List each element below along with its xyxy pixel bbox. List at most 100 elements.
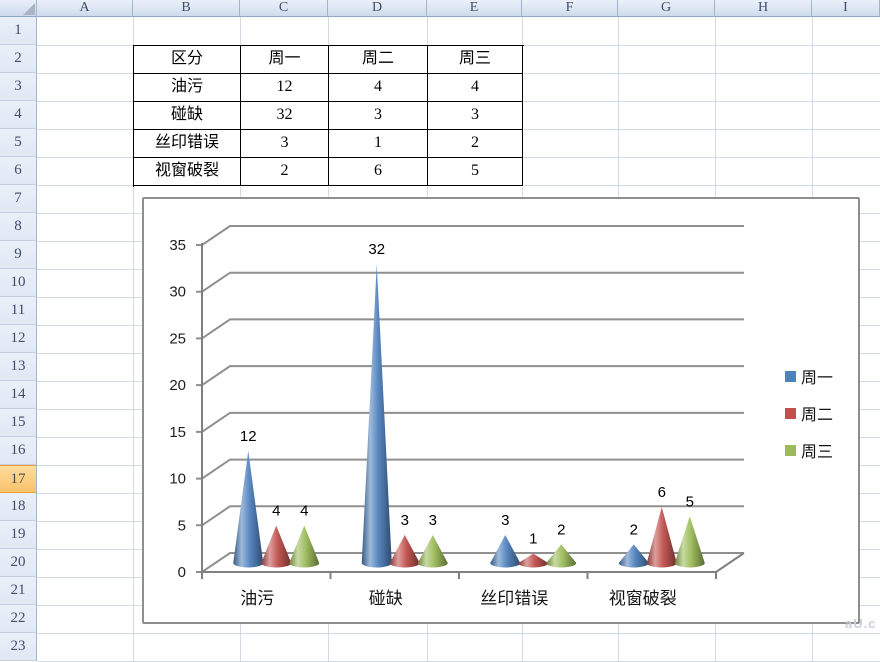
row-header-11[interactable]: 11 bbox=[0, 297, 37, 325]
gridline-y-5 bbox=[196, 505, 744, 527]
cone-s1-c1[interactable] bbox=[389, 534, 420, 568]
sheet-gridline bbox=[133, 17, 134, 662]
gridline-y-10 bbox=[196, 458, 744, 480]
cell-D3[interactable]: 4 bbox=[329, 74, 428, 102]
y-axis-label-25: 25 bbox=[169, 330, 186, 347]
x-axis-label-0: 油污 bbox=[240, 589, 274, 608]
column-header-D[interactable]: D bbox=[328, 0, 427, 17]
cell-E4[interactable]: 3 bbox=[428, 102, 523, 130]
cell-B6[interactable]: 视窗破裂 bbox=[134, 158, 241, 186]
cell-C4[interactable]: 32 bbox=[241, 102, 329, 130]
cell-C2[interactable]: 周一 bbox=[241, 46, 329, 74]
chart[interactable]: 0 5 10 15 20 25 30 35 12 4 4 油污 32 3 3 碰缺 3 1 2 丝印错误 2 6 5 视窗破裂… bbox=[142, 197, 860, 624]
cone-s1-c3[interactable] bbox=[646, 506, 677, 568]
cell-C3[interactable]: 12 bbox=[241, 74, 329, 102]
y-axis-label-10: 10 bbox=[169, 471, 186, 488]
row-header-2[interactable]: 2 bbox=[0, 45, 37, 73]
column-header-A[interactable]: A bbox=[37, 0, 133, 17]
cell-D2[interactable]: 周二 bbox=[329, 46, 428, 74]
legend-item-周三[interactable]: 周三 bbox=[785, 438, 833, 462]
row-header-17[interactable]: 17 bbox=[0, 465, 37, 493]
cone-s0-c2[interactable] bbox=[490, 534, 521, 568]
row-header-1[interactable]: 1 bbox=[0, 17, 37, 45]
cell-D4[interactable]: 3 bbox=[329, 102, 428, 130]
y-axis-label-30: 30 bbox=[169, 284, 186, 301]
cell-B4[interactable]: 碰缺 bbox=[134, 102, 241, 130]
cell-E3[interactable]: 4 bbox=[428, 74, 523, 102]
column-header-G[interactable]: G bbox=[618, 0, 715, 17]
data-label-s2-c1: 3 bbox=[429, 512, 437, 529]
row-header-8[interactable]: 8 bbox=[0, 213, 37, 241]
row-header-12[interactable]: 12 bbox=[0, 325, 37, 353]
row-header-7[interactable]: 7 bbox=[0, 185, 37, 213]
cell-C5[interactable]: 3 bbox=[241, 130, 329, 158]
row-header-10[interactable]: 10 bbox=[0, 269, 37, 297]
row-header-14[interactable]: 14 bbox=[0, 381, 37, 409]
column-header-I[interactable]: I bbox=[812, 0, 880, 17]
column-header-C[interactable]: C bbox=[240, 0, 328, 17]
data-label-s0-c1: 32 bbox=[368, 241, 385, 258]
row-header-9[interactable]: 9 bbox=[0, 241, 37, 269]
legend-label: 周三 bbox=[801, 444, 834, 461]
row-header-22[interactable]: 22 bbox=[0, 605, 37, 633]
cell-B3[interactable]: 油污 bbox=[134, 74, 241, 102]
gridline-y-0 bbox=[196, 552, 744, 573]
cell-D5[interactable]: 1 bbox=[329, 130, 428, 158]
row-header-18[interactable]: 18 bbox=[0, 493, 37, 521]
cone-s0-c3[interactable] bbox=[618, 544, 649, 568]
y-axis-label-15: 15 bbox=[169, 424, 186, 441]
row-header-3[interactable]: 3 bbox=[0, 73, 37, 101]
cone-s2-c2[interactable] bbox=[546, 544, 577, 568]
cell-D6[interactable]: 6 bbox=[329, 158, 428, 186]
cell-E2[interactable]: 周三 bbox=[428, 46, 523, 74]
cone-s2-c3[interactable] bbox=[674, 516, 705, 568]
gridline-y-35 bbox=[196, 224, 744, 246]
cell-C6[interactable]: 2 bbox=[241, 158, 329, 186]
cone-s0-c1[interactable] bbox=[361, 264, 392, 568]
cone-s1-c2[interactable] bbox=[518, 553, 549, 568]
row-header-23[interactable]: 23 bbox=[0, 633, 37, 661]
y-axis-label-20: 20 bbox=[169, 377, 186, 394]
row-header-19[interactable]: 19 bbox=[0, 521, 37, 549]
cell-E5[interactable]: 2 bbox=[428, 130, 523, 158]
legend-swatch-icon bbox=[785, 370, 796, 382]
legend-swatch-icon bbox=[785, 444, 796, 456]
select-all-corner[interactable] bbox=[0, 0, 37, 17]
y-axis-label-35: 35 bbox=[169, 237, 186, 254]
x-axis-label-1: 碰缺 bbox=[369, 589, 403, 608]
data-label-s1-c0: 4 bbox=[272, 503, 280, 520]
cell-E6[interactable]: 5 bbox=[428, 158, 523, 186]
legend-label: 周一 bbox=[801, 370, 834, 387]
legend-label: 周二 bbox=[801, 407, 834, 424]
row-header-6[interactable]: 6 bbox=[0, 157, 37, 185]
cone-s0-c0[interactable] bbox=[233, 450, 264, 568]
cell-B5[interactable]: 丝印错误 bbox=[134, 130, 241, 158]
legend-item-周一[interactable]: 周一 bbox=[785, 364, 833, 388]
row-header-21[interactable]: 21 bbox=[0, 577, 37, 605]
gridline-y-30 bbox=[196, 271, 744, 293]
cell-B2[interactable]: 区分 bbox=[134, 46, 241, 74]
legend-swatch-icon bbox=[785, 407, 796, 419]
row-header-13[interactable]: 13 bbox=[0, 353, 37, 381]
row-header-20[interactable]: 20 bbox=[0, 549, 37, 577]
column-header-H[interactable]: H bbox=[715, 0, 812, 17]
row-header-5[interactable]: 5 bbox=[0, 129, 37, 157]
column-header-F[interactable]: F bbox=[522, 0, 618, 17]
row-header-16[interactable]: 16 bbox=[0, 437, 37, 465]
x-axis-label-3: 视窗破裂 bbox=[609, 589, 677, 608]
cone-s2-c1[interactable] bbox=[417, 534, 448, 568]
row-header-15[interactable]: 15 bbox=[0, 409, 37, 437]
column-header-B[interactable]: B bbox=[133, 0, 240, 17]
legend-item-周二[interactable]: 周二 bbox=[785, 401, 833, 425]
cone-s1-c0[interactable] bbox=[261, 525, 292, 568]
cone-s2-c0[interactable] bbox=[289, 525, 320, 568]
gridline-y-25 bbox=[196, 318, 744, 340]
data-label-s2-c0: 4 bbox=[300, 503, 308, 520]
row-header-4[interactable]: 4 bbox=[0, 101, 37, 129]
column-header-E[interactable]: E bbox=[427, 0, 522, 17]
y-axis-label-0: 0 bbox=[178, 564, 186, 581]
x-axis-label-2: 丝印错误 bbox=[480, 589, 548, 608]
data-label-s2-c2: 2 bbox=[557, 521, 565, 538]
